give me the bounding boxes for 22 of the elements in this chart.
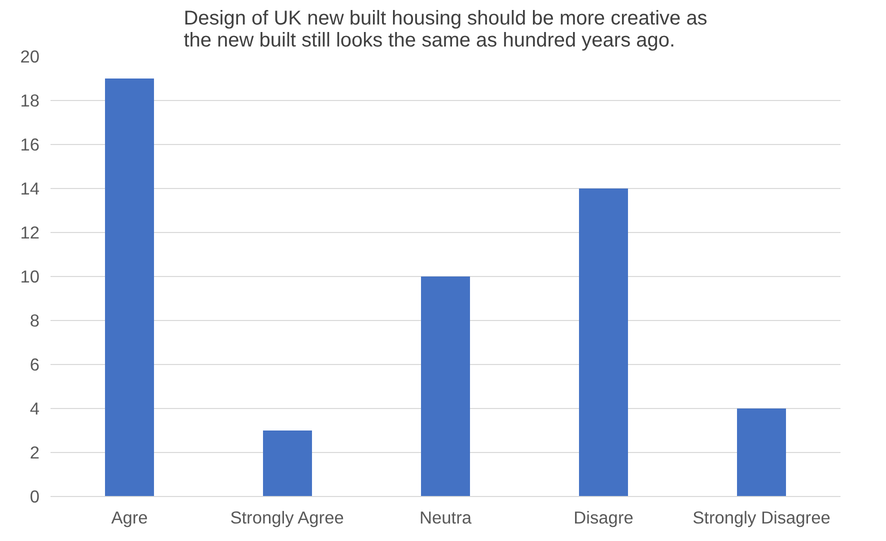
- y-tick-label: 6: [30, 354, 40, 374]
- y-tick-label: 16: [20, 134, 40, 154]
- chart-title: Design of UK new built housing should be more creative as the new built still looks the same as hundred years ago.: [184, 8, 708, 52]
- y-tick-label: 14: [20, 178, 40, 198]
- bar: [737, 408, 786, 496]
- bar: [105, 78, 154, 496]
- x-tick-label: Disagre: [574, 508, 634, 528]
- y-tick-label: 12: [20, 222, 40, 242]
- y-tick-label: 8: [30, 310, 40, 330]
- bar: [579, 188, 628, 496]
- y-tick-label: 2: [30, 442, 40, 462]
- x-tick-label: Neutra: [419, 508, 472, 528]
- y-tick-label: 20: [20, 46, 40, 66]
- x-tick-label: Strongly Agree: [230, 508, 344, 528]
- y-tick-label: 10: [20, 266, 40, 286]
- bar: [421, 276, 470, 496]
- y-tick-label: 18: [20, 90, 40, 110]
- bar: [263, 430, 312, 496]
- y-tick-label: 4: [30, 398, 40, 418]
- y-tick-label: 0: [30, 486, 40, 506]
- x-tick-label: Strongly Disagree: [692, 508, 830, 528]
- x-tick-label: Agre: [111, 508, 148, 528]
